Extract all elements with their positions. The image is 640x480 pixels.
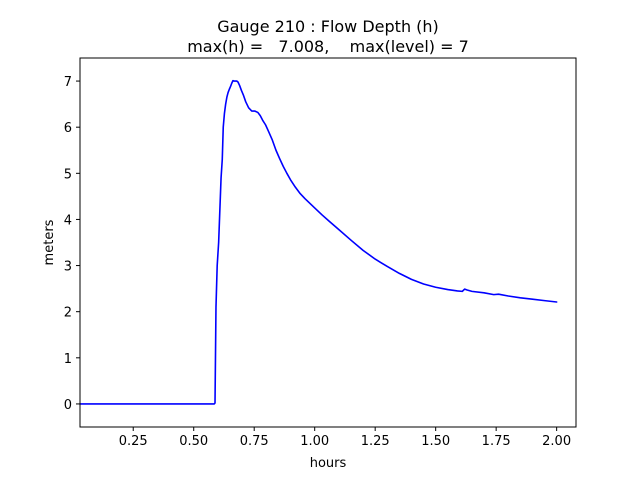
series-layer [79, 79, 558, 405]
x-tick-label: 1.25 [361, 434, 390, 449]
y-tick-label: 5 [64, 167, 72, 182]
x-tick-label: 2.00 [542, 434, 571, 449]
y-tick-label: 2 [64, 306, 72, 321]
y-tick-label: 7 [64, 75, 72, 90]
plot-area [80, 58, 576, 427]
y-tick-label: 1 [64, 352, 72, 367]
y-axis-label: meters [42, 219, 57, 265]
plot-frame [79, 57, 577, 428]
y-tick-label: 4 [64, 213, 72, 228]
x-axis-label: hours [310, 456, 347, 471]
y-axis-ticks: 0 1 2 3 4 5 6 7 [64, 75, 80, 413]
y-tick-label: 3 [64, 260, 72, 275]
y-tick-label: 0 [64, 398, 72, 413]
x-tick-label: 1.75 [482, 434, 511, 449]
x-axis-ticks: 0.25 0.50 0.75 1.00 1.25 1.50 1.75 2.00 [119, 427, 571, 449]
x-tick-label: 0.25 [119, 434, 148, 449]
x-tick-label: 1.00 [300, 434, 329, 449]
x-tick-label: 0.75 [240, 434, 269, 449]
flow-depth-line [79, 79, 558, 405]
y-tick-label: 6 [64, 121, 72, 136]
x-tick-label: 0.50 [179, 434, 208, 449]
x-tick-label: 1.50 [421, 434, 450, 449]
chart-subtitle: max(h) = 7.008, max(level) = 7 [187, 37, 469, 56]
chart-title: Gauge 210 : Flow Depth (h) [217, 17, 439, 36]
